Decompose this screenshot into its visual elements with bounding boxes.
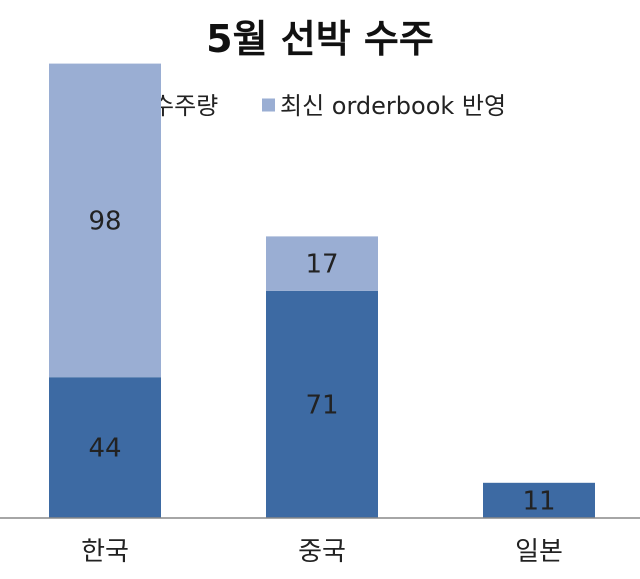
legend-label-1: 최신 orderbook 반영 — [280, 92, 506, 120]
bars: 44 98 71 17 11 — [49, 63, 595, 518]
chart-title: 5월 선박 수주 — [206, 17, 434, 61]
legend-label-0: 수주량 — [152, 92, 218, 120]
bar-1-series-1 — [266, 236, 378, 291]
bar-1-series-0 — [266, 290, 378, 518]
bar-2-series-0 — [483, 482, 595, 518]
data-label-1-1: 17 — [305, 250, 338, 280]
category-label-0: 한국 — [81, 537, 129, 567]
data-label-0-1: 98 — [88, 206, 121, 236]
legend: 수주량 최신 orderbook 반영 — [134, 92, 506, 120]
category-label-2: 일본 — [515, 537, 563, 567]
category-labels: 한국 중국 일본 — [81, 537, 563, 567]
data-label-0-0: 44 — [88, 434, 121, 464]
bar-0-series-1 — [49, 63, 161, 378]
bar-0-series-0 — [49, 377, 161, 518]
category-label-1: 중국 — [298, 537, 346, 567]
data-label-1-0: 71 — [305, 390, 338, 420]
data-label-2-0: 11 — [522, 486, 555, 516]
legend-swatch-1 — [262, 98, 275, 112]
